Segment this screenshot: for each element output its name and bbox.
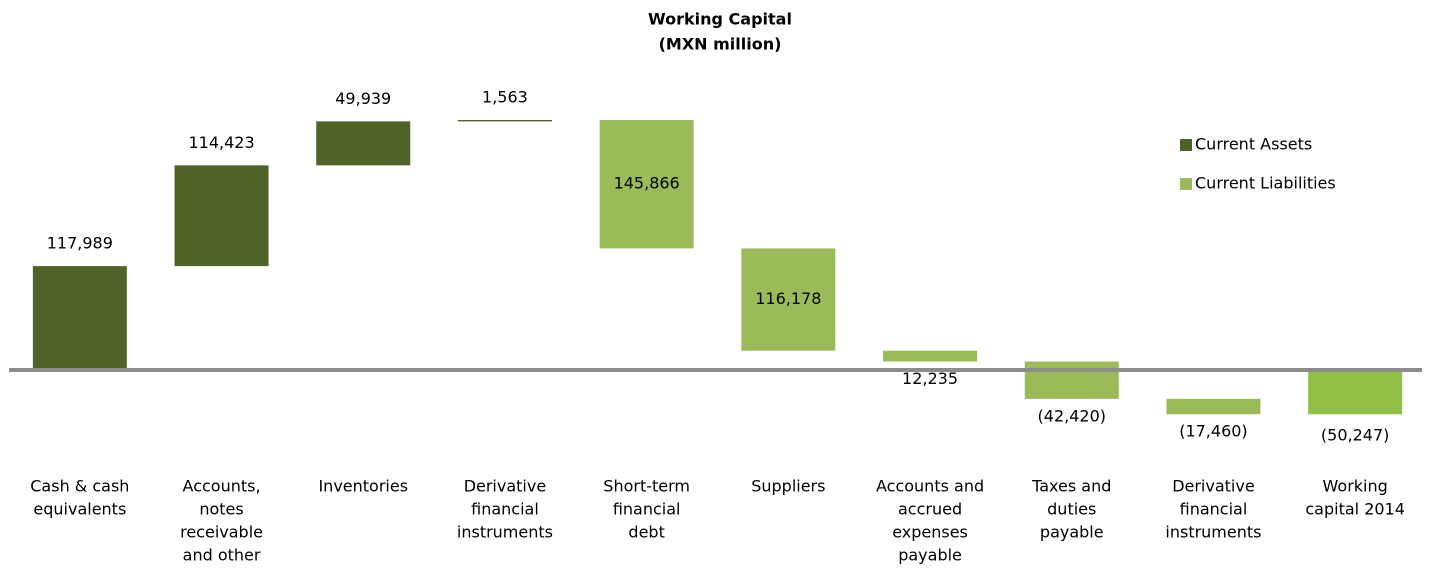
- legend-swatch: [1180, 139, 1192, 151]
- data-label: (50,247): [1321, 426, 1389, 445]
- x-tick-label: instruments: [1165, 523, 1261, 542]
- x-tick-label: payable: [1040, 523, 1104, 542]
- legend-swatch: [1180, 178, 1192, 190]
- x-tick-label: capital 2014: [1305, 500, 1405, 519]
- data-label: (17,460): [1179, 422, 1247, 441]
- legend-label: Current Liabilities: [1195, 174, 1336, 193]
- x-tick-label: debt: [628, 523, 664, 542]
- bar: [1166, 398, 1261, 415]
- x-tick-label: notes: [199, 500, 243, 519]
- x-tick-label: Taxes and: [1031, 477, 1111, 496]
- x-tick-label: Derivative: [1172, 477, 1255, 496]
- x-tick-label: Working: [1323, 477, 1388, 496]
- data-label: 114,423: [188, 133, 254, 152]
- bar: [457, 120, 552, 122]
- data-label: (42,420): [1038, 406, 1106, 425]
- bar: [1308, 370, 1403, 415]
- x-tick-label: receivable: [180, 523, 263, 542]
- x-tick-label: expenses: [892, 523, 968, 542]
- data-label: 49,939: [335, 89, 391, 108]
- chart-subtitle: (MXN million): [659, 35, 782, 54]
- bar: [599, 120, 694, 249]
- chart-title: Working Capital: [648, 10, 792, 29]
- x-tick-label: Suppliers: [751, 477, 825, 496]
- bar: [316, 121, 411, 166]
- x-tick-label: accrued: [898, 500, 962, 519]
- x-tick-label: duties: [1047, 500, 1096, 519]
- data-label: 117,989: [47, 234, 113, 253]
- data-label: 1,563: [482, 88, 528, 107]
- bar: [32, 266, 127, 370]
- x-tick-label: financial: [1180, 500, 1248, 519]
- legend-label: Current Assets: [1195, 135, 1312, 154]
- bar: [1024, 361, 1119, 399]
- bar: [174, 165, 269, 267]
- data-label: 145,866: [614, 174, 680, 193]
- x-tick-label: and other: [183, 546, 261, 565]
- x-tick-label: payable: [898, 546, 962, 565]
- x-tick-label: equivalents: [33, 500, 126, 519]
- x-tick-label: financial: [471, 500, 539, 519]
- data-label: 116,178: [755, 289, 821, 308]
- x-tick-label: Derivative: [464, 477, 547, 496]
- x-tick-label: Short-term: [603, 477, 690, 496]
- x-tick-label: instruments: [457, 523, 553, 542]
- x-tick-label: Accounts and: [876, 477, 984, 496]
- data-label: 12,235: [902, 369, 958, 388]
- x-tick-label: financial: [613, 500, 681, 519]
- bar: [883, 350, 978, 362]
- x-tick-label: Accounts,: [183, 477, 261, 496]
- x-tick-label: Cash & cash: [30, 477, 129, 496]
- bar: [741, 248, 836, 351]
- x-tick-label: Inventories: [318, 477, 408, 496]
